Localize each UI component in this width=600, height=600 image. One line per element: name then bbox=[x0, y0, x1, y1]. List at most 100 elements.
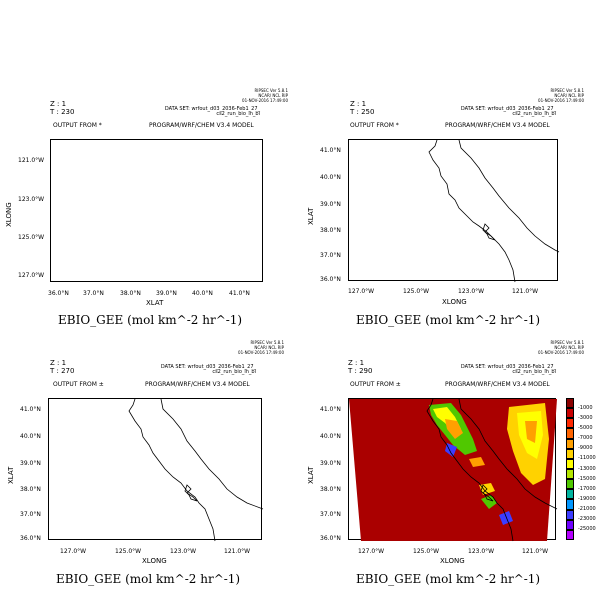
emission-patch bbox=[499, 511, 513, 525]
x-tick-label: 125.0°W bbox=[413, 548, 440, 555]
panel-t290: RIPSEC Ver 5.8.1 NCAR/ NCL RIP 01-NOV-20… bbox=[300, 340, 600, 590]
emission-field bbox=[349, 399, 557, 541]
coastline-map bbox=[428, 139, 560, 283]
credit-2: NCAR/ NCL RIP bbox=[554, 93, 584, 98]
colorbar-swatch bbox=[566, 408, 574, 419]
colorbar-swatch bbox=[566, 519, 574, 530]
y-axis-label: XLAT bbox=[307, 207, 315, 225]
map-plot bbox=[348, 139, 560, 283]
colorbar-swatch bbox=[566, 418, 574, 429]
coastline bbox=[128, 398, 216, 542]
y-tick-label: 39.0°N bbox=[20, 460, 41, 467]
dataset-label: DATA SET: wrfout_d03_2036-Feb1_27_ bbox=[164, 106, 260, 112]
emission-patch bbox=[525, 421, 537, 443]
bay-outline bbox=[480, 484, 494, 502]
program-label: PROGRAM/WRF/CHEM V3.4 MODEL bbox=[145, 381, 250, 388]
y-axis-label: XLAT bbox=[307, 466, 315, 484]
y-tick-label: 37.0°N bbox=[320, 511, 341, 518]
plot-title: EBIO_GEE (mol km^-2 hr^-1) bbox=[356, 572, 541, 586]
credit-3: 01-NOV-2016 17:49:00 bbox=[242, 98, 288, 103]
emission-field-map bbox=[349, 398, 558, 542]
z-level: Z : 1 bbox=[50, 100, 67, 108]
colorbar-swatch bbox=[566, 509, 574, 520]
x-axis-label: XLONG bbox=[442, 298, 467, 306]
y-tick-label: 123.0°W bbox=[18, 196, 45, 203]
coastline bbox=[426, 398, 514, 542]
dataset-label-2: cs2_run_bio_in_bi bbox=[512, 369, 556, 375]
output-from: OUTPUT FROM * bbox=[350, 122, 399, 129]
y-tick-label: 41.0°N bbox=[320, 406, 341, 413]
x-axis-label: XLONG bbox=[142, 557, 167, 565]
x-tick-label: 121.0°W bbox=[512, 288, 539, 295]
colorbar-swatch bbox=[566, 398, 574, 409]
time-index: T : 250 bbox=[350, 108, 375, 116]
y-tick-label: 38.0°N bbox=[20, 486, 41, 493]
x-tick-label: 41.0°N bbox=[229, 290, 250, 297]
y-tick-label: 36.0°N bbox=[20, 535, 41, 542]
program-label: PROGRAM/WRF/CHEM V3.4 MODEL bbox=[149, 122, 254, 129]
y-tick-label: 37.0°N bbox=[320, 252, 341, 259]
colorbar-swatch bbox=[566, 448, 574, 459]
y-tick-label: 40.0°N bbox=[320, 433, 341, 440]
x-tick-label: 121.0°W bbox=[224, 548, 251, 555]
panel-t270: RIPSEC Ver 5.8.1 NCAR/ NCL RIP 01-NOV-20… bbox=[0, 340, 300, 590]
time-index: T : 270 bbox=[50, 367, 75, 375]
output-from: OUTPUT FROM ± bbox=[53, 381, 104, 388]
colorbar-swatch bbox=[566, 529, 574, 540]
x-tick-label: 39.0°N bbox=[156, 290, 177, 297]
emission-patch bbox=[481, 495, 497, 509]
plot-title: EBIO_GEE (mol km^-2 hr^-1) bbox=[58, 313, 243, 327]
dataset-label-2: cs2_run_bio_in_bi bbox=[216, 111, 260, 117]
colorbar-label: -23000 bbox=[578, 516, 596, 523]
y-tick-label: 38.0°N bbox=[320, 486, 341, 493]
y-tick-label: 39.0°N bbox=[320, 201, 341, 208]
state-border bbox=[160, 398, 264, 510]
z-level: Z : 1 bbox=[50, 359, 67, 367]
credit-3: 01-NOV-2016 17:49:00 bbox=[538, 350, 584, 355]
output-from: OUTPUT FROM * bbox=[53, 122, 102, 129]
x-tick-label: 40.0°N bbox=[192, 290, 213, 297]
y-axis-label: XLONG bbox=[5, 202, 13, 227]
colorbar-swatch bbox=[566, 479, 574, 490]
credit-1: RIPSEC Ver 5.8.1 bbox=[550, 340, 584, 345]
credit-2: NCAR/ NCL RIP bbox=[254, 345, 284, 350]
colorbar-swatch bbox=[566, 489, 574, 500]
colorbar-label: -7000 bbox=[578, 435, 593, 442]
y-tick-label: 40.0°N bbox=[20, 433, 41, 440]
y-tick-label: 41.0°N bbox=[20, 406, 41, 413]
emission-patch bbox=[469, 457, 485, 467]
x-tick-label: 36.0°N bbox=[48, 290, 69, 297]
credit-3: 01-NOV-2016 17:49:00 bbox=[238, 350, 284, 355]
x-axis-label: XLONG bbox=[440, 557, 465, 565]
credit-2: NCAR/ NCL RIP bbox=[554, 345, 584, 350]
colorbar-label: -13000 bbox=[578, 465, 596, 472]
dataset-label-2: cs2_run_bio_in_bi bbox=[512, 111, 556, 117]
y-tick-label: 125.0°W bbox=[18, 234, 45, 241]
dataset-label: DATA SET: wrfout_d03_2036-Feb1_27_ bbox=[160, 364, 256, 370]
y-tick-label: 41.0°N bbox=[320, 147, 341, 154]
x-tick-label: 123.0°W bbox=[170, 548, 197, 555]
x-tick-label: 127.0°W bbox=[60, 548, 87, 555]
map-plot bbox=[50, 139, 263, 282]
z-level: Z : 1 bbox=[348, 359, 365, 367]
plot-title: EBIO_GEE (mol km^-2 hr^-1) bbox=[56, 572, 241, 586]
colorbar-label: -25000 bbox=[578, 526, 596, 533]
credit-1: RIPSEC Ver 5.8.1 bbox=[550, 88, 584, 93]
x-tick-label: 37.0°N bbox=[83, 290, 104, 297]
credit-2: NCAR/ NCL RIP bbox=[258, 93, 288, 98]
colorbar-label: -21000 bbox=[578, 506, 596, 513]
colorbar-label: -17000 bbox=[578, 485, 596, 492]
credit-1: RIPSEC Ver 5.8.1 bbox=[250, 340, 284, 345]
x-tick-label: 125.0°W bbox=[403, 288, 430, 295]
credit-1: RIPSEC Ver 5.8.1 bbox=[254, 88, 288, 93]
y-tick-label: 127.0°W bbox=[18, 272, 45, 279]
x-tick-label: 121.0°W bbox=[522, 548, 549, 555]
z-level: Z : 1 bbox=[350, 100, 367, 108]
x-axis-label: XLAT bbox=[146, 299, 164, 307]
x-tick-label: 125.0°W bbox=[115, 548, 142, 555]
colorbar-swatch bbox=[566, 458, 574, 469]
y-tick-label: 39.0°N bbox=[320, 460, 341, 467]
dataset-label-2: cs2_run_bio_in_bi bbox=[212, 369, 256, 375]
panel-t250: RIPSEC Ver 5.8.1 NCAR/ NCL RIP 01-NOV-20… bbox=[300, 80, 600, 330]
colorbar-swatch bbox=[566, 438, 574, 449]
